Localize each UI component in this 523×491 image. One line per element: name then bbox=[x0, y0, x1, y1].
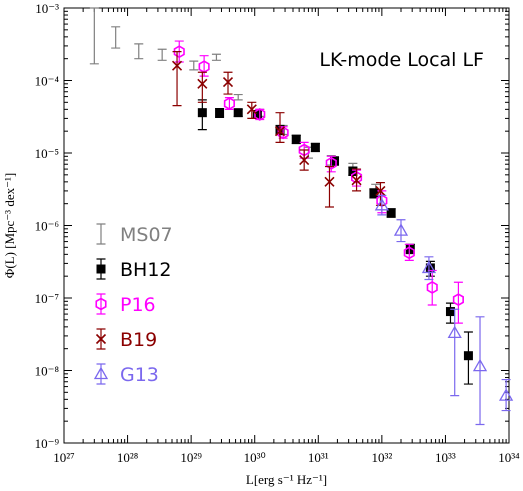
ms07-errorbar bbox=[157, 48, 167, 61]
b19-point bbox=[171, 60, 183, 71]
series-p16 bbox=[173, 40, 464, 324]
legend-label-bh12: BH12 bbox=[120, 259, 172, 281]
bh12-point bbox=[310, 142, 320, 152]
b19-point bbox=[197, 78, 208, 89]
x-tick-label: 10³³ bbox=[435, 450, 456, 465]
b19-point bbox=[324, 176, 335, 187]
ms07-errorbar bbox=[134, 43, 144, 60]
chart-title: LK-mode Local LF bbox=[319, 49, 484, 71]
bh12-point bbox=[386, 208, 396, 218]
series-layer bbox=[89, 7, 514, 426]
p16-point bbox=[452, 293, 464, 307]
g13-point bbox=[472, 358, 488, 372]
x-tick-label: 10²⁷ bbox=[53, 450, 74, 465]
g13-point bbox=[498, 388, 514, 401]
b19-errorbar bbox=[275, 112, 285, 144]
bh12-point bbox=[215, 108, 225, 118]
ms07-errorbar bbox=[211, 53, 221, 61]
y-tick-label: 10⁻⁷ bbox=[35, 291, 59, 306]
bh12-point bbox=[291, 134, 301, 144]
p16-point bbox=[173, 45, 185, 59]
g13-point bbox=[421, 260, 437, 274]
g13-point bbox=[374, 197, 389, 211]
series-b19 bbox=[171, 51, 386, 208]
y-tick-label: 10⁻⁵ bbox=[35, 146, 59, 161]
b19-point bbox=[274, 126, 286, 137]
g13-errorbar bbox=[501, 378, 511, 412]
bh12-point bbox=[463, 351, 473, 361]
legend-marker-bh12 bbox=[96, 264, 106, 274]
y-tick-label: 10⁻⁸ bbox=[35, 364, 60, 379]
axis-ticks: 10²⁷ 10²⁸ 10²⁹ 10³⁰ 10³¹ 10³² 10³³ 10³⁴ 10⁻⁹ 10⁻⁸… bbox=[35, 1, 521, 465]
bh12-point bbox=[425, 263, 435, 273]
legend-entry-g13: G13 bbox=[93, 363, 159, 386]
legend-label-p16: P16 bbox=[120, 294, 156, 316]
x-tick-label: 10²⁸ bbox=[117, 450, 139, 465]
legend-errorbar-p16 bbox=[96, 293, 106, 315]
legend-label-g13: G13 bbox=[120, 364, 159, 386]
legend-entry-ms07: MS07 bbox=[96, 223, 173, 246]
y-tick-label: 10⁻⁶ bbox=[35, 219, 59, 234]
x-tick-label: 10³¹ bbox=[308, 450, 329, 465]
legend-entry-b19: B19 bbox=[95, 328, 157, 351]
bh12-point bbox=[445, 307, 455, 317]
legend-marker-p16 bbox=[95, 297, 107, 311]
bh12-point bbox=[252, 109, 262, 119]
b19-point bbox=[351, 175, 362, 186]
ms07-errorbar bbox=[189, 60, 199, 71]
legend-marker-b19 bbox=[95, 333, 107, 345]
x-axis-label: L[erg s⁻¹ Hz⁻¹] bbox=[246, 472, 327, 487]
y-tick-label: 10⁻⁴ bbox=[35, 74, 60, 89]
series-bh12 bbox=[197, 99, 473, 385]
y-tick-label: 10⁻³ bbox=[35, 1, 59, 16]
ms07-errorbar bbox=[233, 93, 243, 101]
legend-entry-bh12: BH12 bbox=[96, 258, 172, 281]
x-tick-label: 10³⁰ bbox=[244, 450, 266, 465]
b19-errorbar bbox=[197, 71, 207, 103]
bh12-point bbox=[233, 108, 243, 118]
legend-label-ms07: MS07 bbox=[120, 224, 173, 246]
legend-entry-p16: P16 bbox=[95, 293, 156, 316]
x-tick-label: 10³⁴ bbox=[498, 450, 520, 465]
series-ms07 bbox=[89, 7, 381, 197]
b19-point bbox=[222, 77, 234, 88]
bh12-point bbox=[369, 188, 379, 198]
g13-errorbar bbox=[450, 308, 460, 397]
bh12-point bbox=[348, 166, 358, 176]
g13-errorbar bbox=[424, 256, 434, 281]
p16-point bbox=[325, 156, 337, 170]
bh12-point bbox=[330, 156, 340, 166]
x-tick-label: 10³² bbox=[371, 450, 392, 465]
g13-point bbox=[393, 223, 409, 236]
p16-point bbox=[426, 280, 438, 294]
bh12-point bbox=[197, 108, 207, 118]
x-tick-label: 10²⁹ bbox=[180, 450, 202, 465]
legend-errorbar-ms07 bbox=[96, 223, 106, 245]
legend-label-b19: B19 bbox=[120, 329, 157, 351]
b19-point bbox=[246, 104, 257, 115]
b19-errorbar bbox=[324, 165, 334, 208]
p16-point bbox=[403, 246, 415, 260]
series-g13 bbox=[374, 194, 514, 426]
legend: MS07 BH12 P16 B19 G13 bbox=[93, 223, 173, 386]
b19-point bbox=[375, 185, 386, 196]
y-axis-label: Φ(L) [Mpc⁻³ dex⁻¹] bbox=[2, 173, 17, 278]
b19-point bbox=[299, 154, 310, 166]
g13-point bbox=[447, 325, 462, 339]
ms07-errorbar bbox=[111, 26, 121, 49]
ms07-errorbar bbox=[89, 7, 99, 65]
b19-errorbar bbox=[172, 51, 182, 107]
legend-marker-g13 bbox=[93, 366, 109, 380]
y-tick-label: 10⁻⁹ bbox=[35, 436, 60, 451]
p16-point bbox=[223, 97, 235, 111]
p16-errorbar bbox=[453, 281, 463, 324]
